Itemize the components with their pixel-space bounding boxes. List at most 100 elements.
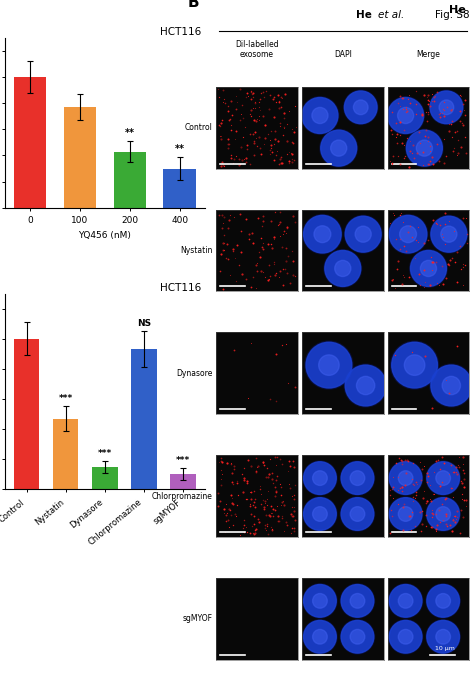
Point [244,455,252,466]
Point [229,158,237,169]
Point [244,393,252,404]
Point [220,230,228,241]
Point [247,104,255,115]
Point [228,110,236,121]
Point [243,92,250,103]
Circle shape [350,629,365,644]
Point [438,228,446,239]
Point [391,350,399,360]
Circle shape [389,498,422,530]
Point [460,98,467,109]
Point [421,350,428,361]
Point [228,152,235,163]
Point [424,89,432,100]
Circle shape [355,226,371,242]
Point [456,527,464,538]
Point [464,228,471,239]
Point [262,86,269,96]
Point [445,215,453,226]
Circle shape [427,462,459,495]
Point [392,118,400,129]
Point [243,475,251,486]
Point [404,456,411,466]
Point [389,129,396,140]
Circle shape [306,342,352,388]
Point [272,207,279,218]
Point [289,137,297,148]
Circle shape [354,100,368,115]
Circle shape [406,129,443,167]
Point [410,479,418,490]
Point [240,520,248,531]
Point [239,131,246,142]
Point [221,237,228,248]
Point [251,486,258,497]
Point [223,510,230,521]
Point [266,135,273,146]
Circle shape [420,261,437,276]
Point [425,96,432,107]
Point [289,137,296,148]
Point [225,101,232,111]
Point [215,209,223,220]
Point [264,518,271,529]
Point [291,217,299,228]
Circle shape [410,250,447,287]
Point [257,266,264,277]
Point [403,133,410,144]
Point [243,493,250,504]
Point [289,510,297,521]
Point [442,509,450,520]
Point [216,496,224,507]
Point [436,516,444,527]
Point [425,159,433,170]
Point [266,271,273,282]
Point [442,492,449,503]
Point [285,146,293,157]
Point [246,158,254,169]
Point [228,467,236,478]
Point [271,133,279,144]
Point [438,477,446,488]
Point [288,149,295,160]
Point [447,254,454,265]
Point [252,260,260,271]
Circle shape [302,98,338,133]
Point [426,140,434,151]
Point [454,149,461,160]
Point [243,143,251,154]
Point [219,245,227,256]
Point [225,503,233,514]
Point [237,246,245,257]
Point [252,466,259,477]
Circle shape [389,497,423,531]
Point [240,472,248,483]
Point [255,102,263,113]
Point [257,233,265,244]
Point [277,102,285,113]
Circle shape [426,620,460,654]
Point [242,153,250,163]
Point [275,103,283,114]
Text: Chlorpromazine: Chlorpromazine [151,492,212,501]
Point [404,226,411,237]
Point [387,505,394,516]
Point [240,463,247,474]
Point [453,276,460,287]
Point [457,475,465,486]
Point [457,504,465,515]
Point [235,159,243,170]
Point [424,159,432,170]
Point [415,127,422,137]
Point [220,161,228,172]
Point [238,154,246,165]
Point [285,478,292,489]
Point [278,510,286,521]
Point [437,108,444,119]
Point [277,120,284,131]
Point [394,484,401,495]
Circle shape [410,250,447,287]
Point [413,148,421,159]
Point [273,460,280,471]
Point [389,159,396,170]
